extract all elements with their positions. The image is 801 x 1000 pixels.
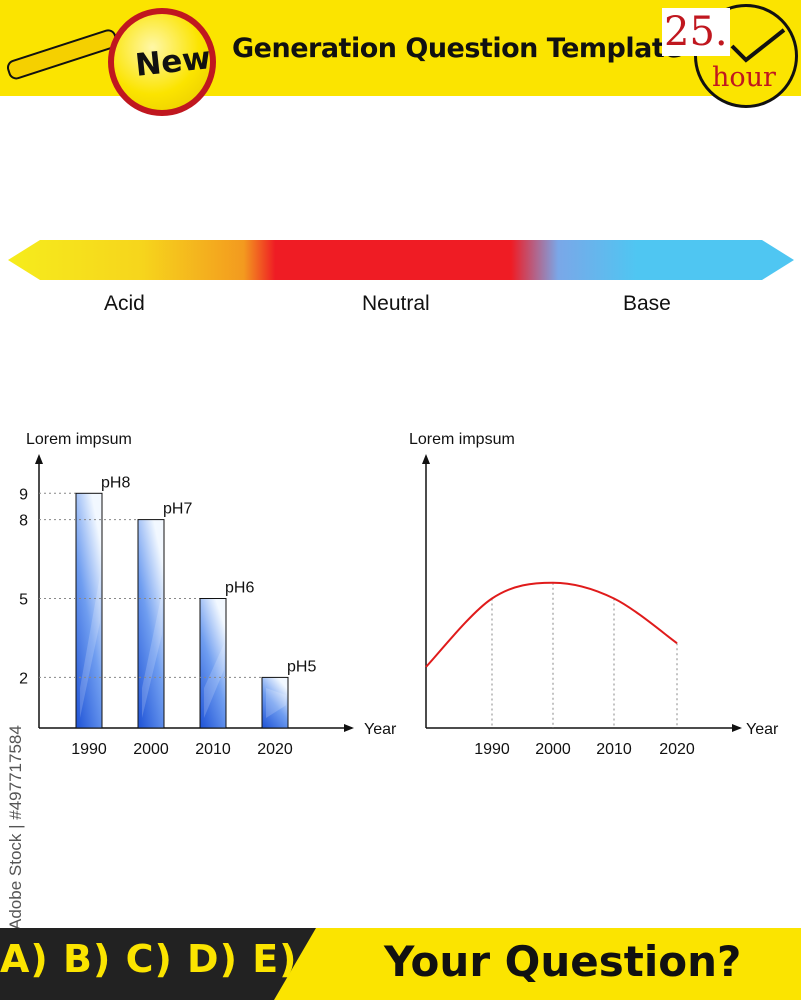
x-tick-label: 1990	[474, 741, 510, 758]
bar	[199, 598, 227, 729]
y-axis-arrow-icon	[422, 454, 430, 464]
page-title: Generation Question Template	[232, 33, 683, 64]
answer-options: A) B) C) D) E)	[0, 937, 298, 981]
stock-id-text: Adobe Stock | #497717584	[6, 725, 25, 930]
neutral-label: Neutral	[362, 292, 430, 315]
line-chart: Lorem impsum Year 1990 2000 2010 2020	[409, 431, 779, 758]
ph-scale-bar	[8, 240, 794, 280]
footer-question: Your Question?	[384, 937, 742, 986]
bar	[137, 519, 165, 729]
y-axis-label: Lorem impsum	[26, 431, 132, 448]
x-tick-label: 2020	[659, 741, 695, 758]
magnifier-icon	[108, 8, 216, 116]
bar-data-label: pH5	[287, 658, 316, 675]
bar-chart: Lorem impsum Year pH8 1990 pH7 2000 pH6 2010 pH5…	[19, 431, 397, 758]
x-tick-label: 2010	[195, 741, 231, 758]
x-tick-label: 2000	[535, 741, 571, 758]
y-axis-arrow-icon	[35, 454, 43, 464]
check-icon	[730, 28, 786, 63]
acid-label: Acid	[104, 292, 145, 315]
x-tick-label: 1990	[71, 741, 107, 758]
clock-unit: hour	[712, 62, 776, 93]
bar	[261, 676, 289, 729]
bar-highlight	[204, 643, 224, 718]
y-tick-label: 5	[19, 592, 28, 609]
x-axis-label: Year	[364, 721, 397, 738]
bar-data-label: pH6	[225, 580, 254, 597]
clock-number: 25.	[662, 8, 730, 56]
footer-answer-panel	[0, 928, 316, 1000]
x-axis-label: Year	[746, 721, 779, 738]
bar-highlight	[80, 575, 100, 718]
bar-highlight	[266, 688, 286, 718]
x-axis-arrow-icon	[732, 724, 742, 732]
x-tick-label: 2000	[133, 741, 169, 758]
series-line	[425, 581, 678, 668]
y-axis-label: Lorem impsum	[409, 431, 515, 448]
bar	[75, 492, 103, 729]
base-label: Base	[623, 292, 671, 315]
y-tick-label: 9	[19, 486, 28, 503]
bar-data-label: pH8	[101, 474, 130, 491]
bar-data-label: pH7	[163, 501, 192, 518]
bar-highlight	[142, 592, 162, 718]
clock-icon	[694, 4, 798, 108]
x-tick-label: 2020	[257, 741, 293, 758]
x-axis-arrow-icon	[344, 724, 354, 732]
stock-id: Adobe Stock | #497717584	[6, 725, 36, 930]
x-tick-label: 2010	[596, 741, 632, 758]
y-tick-label: 2	[19, 670, 28, 687]
y-tick-label: 8	[19, 513, 28, 530]
